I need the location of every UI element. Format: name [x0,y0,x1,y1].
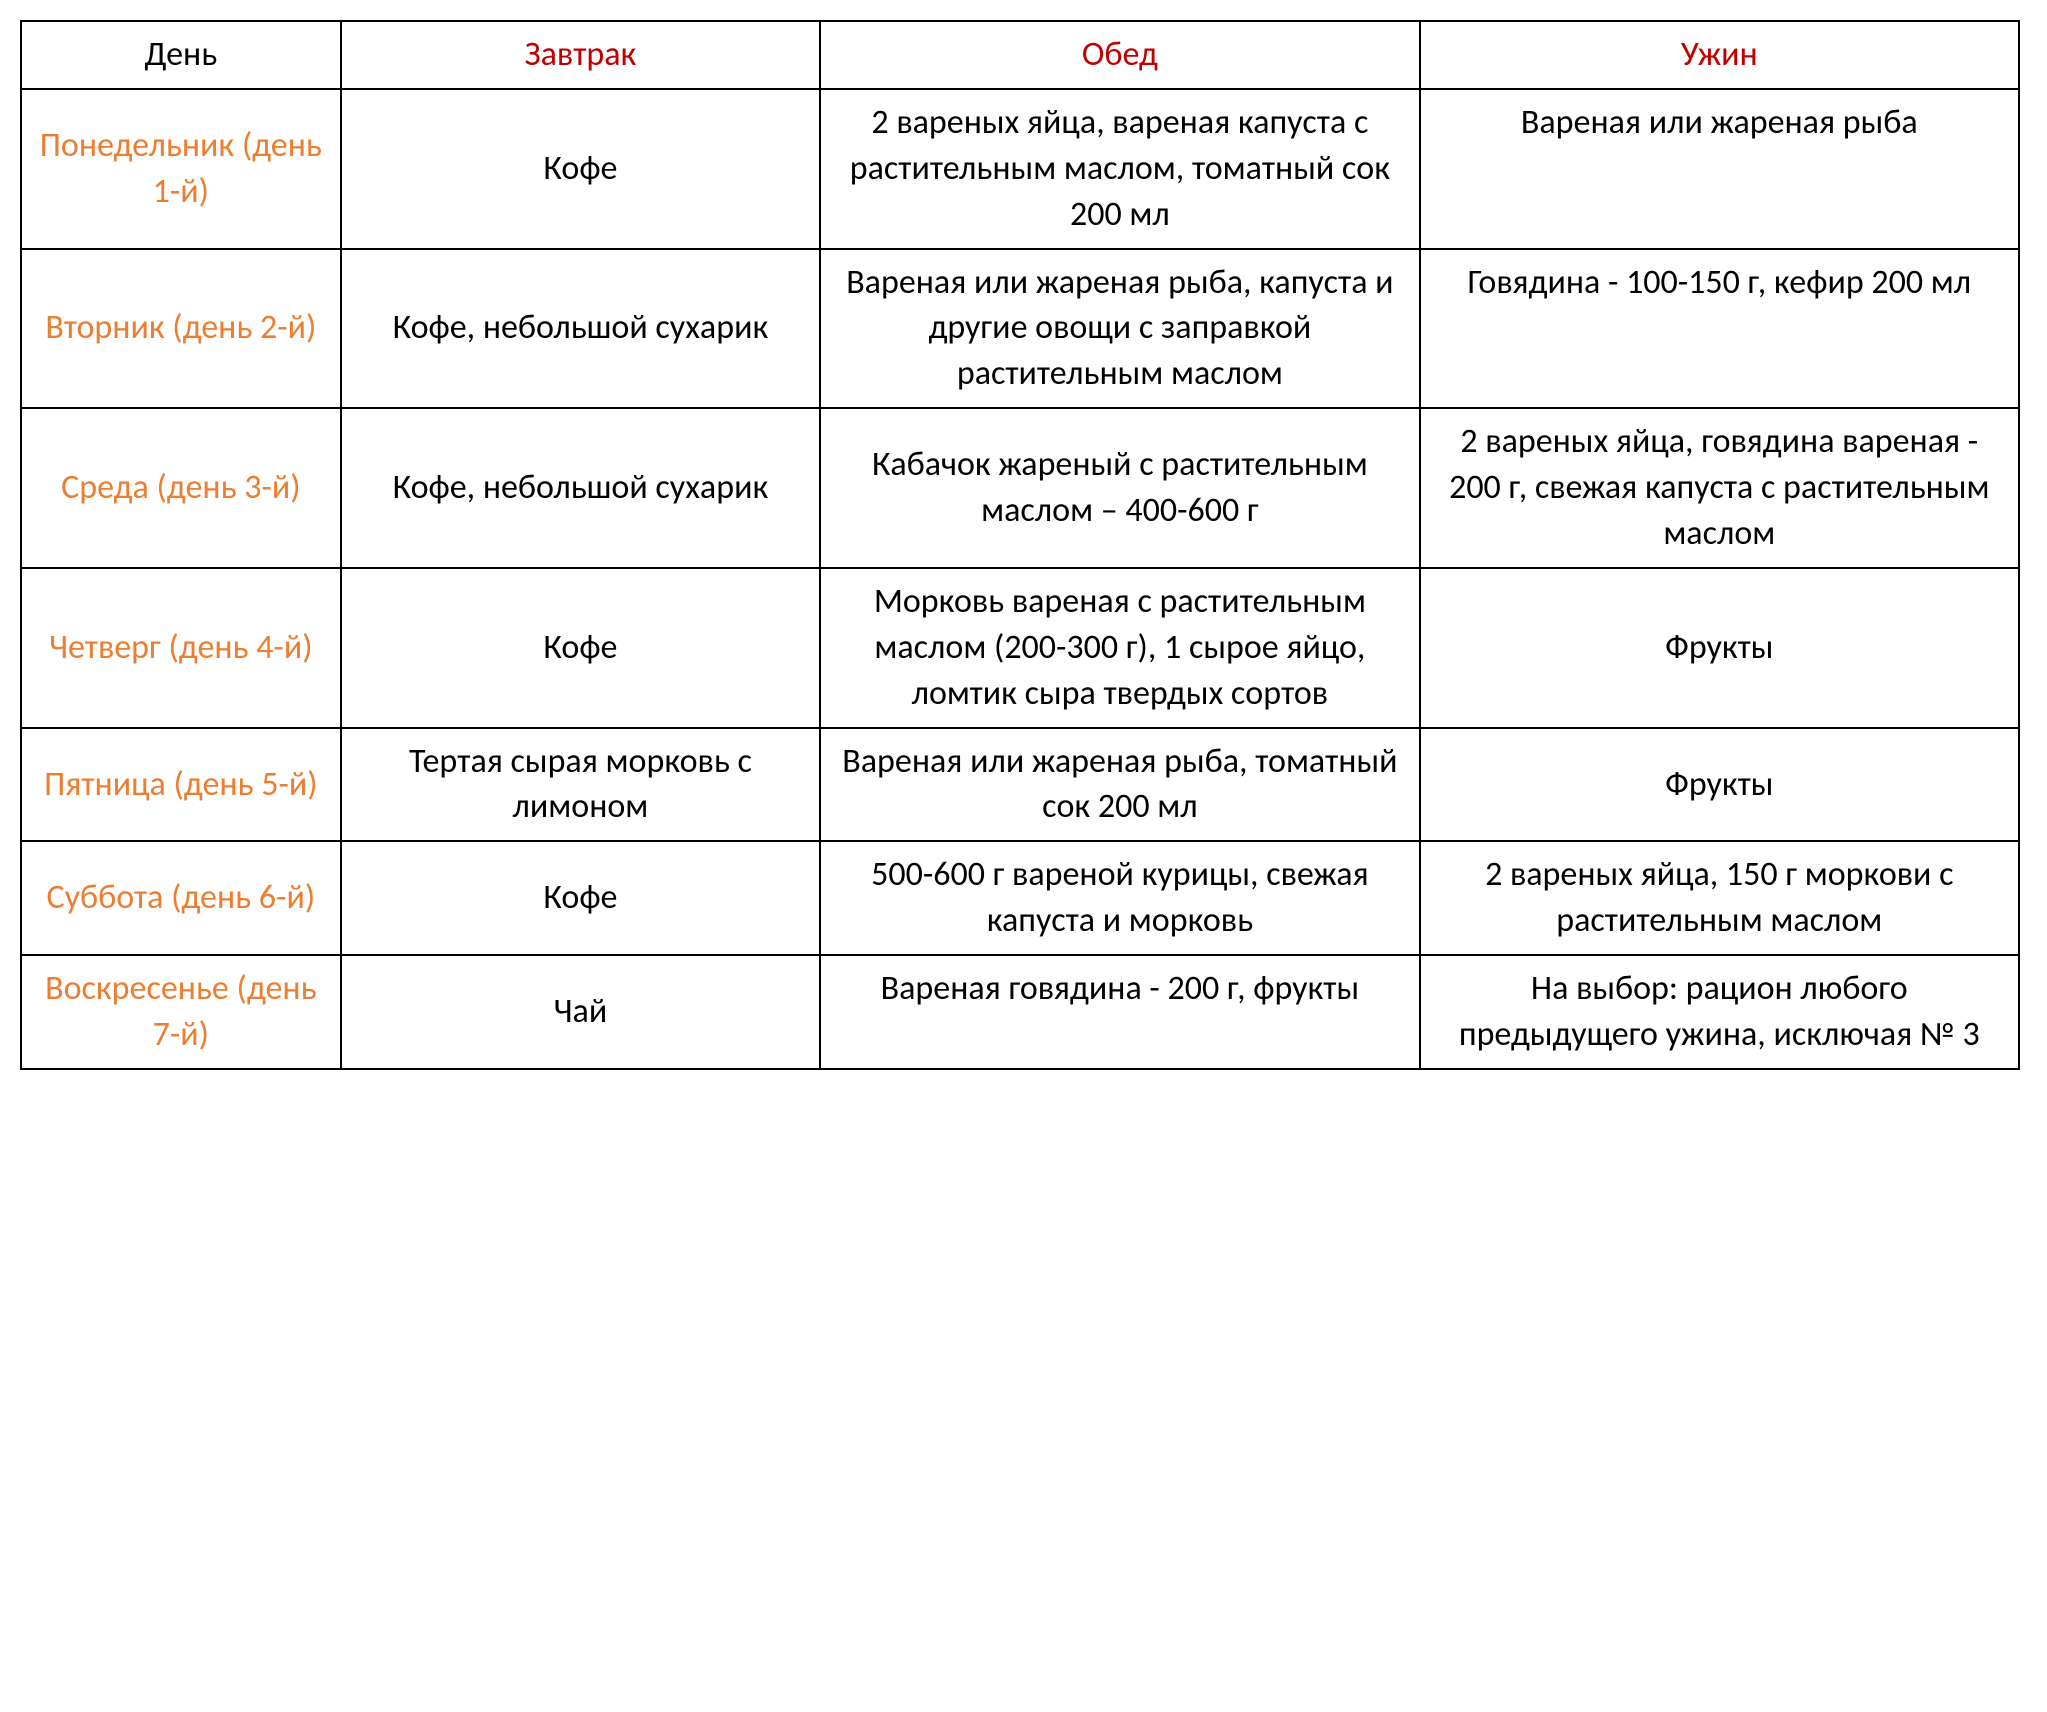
table-header-row: День Завтрак Обед Ужин [21,21,2019,89]
breakfast-cell: Кофе, небольшой сухарик [341,249,821,409]
table-row: Среда (день 3-й) Кофе, небольшой сухарик… [21,408,2019,568]
lunch-cell: Вареная или жареная рыба, томатный сок 2… [820,728,1419,842]
table-row: Понедельник (день 1-й) Кофе 2 вареных яй… [21,89,2019,249]
lunch-cell: Морковь вареная с растительным маслом (2… [820,568,1419,728]
col-header-breakfast: Завтрак [341,21,821,89]
day-cell: Среда (день 3-й) [21,408,341,568]
dinner-cell: На выбор: рацион любого предыдущего ужин… [1420,955,2019,1069]
day-cell: Понедельник (день 1-й) [21,89,341,249]
table-row: Пятница (день 5-й) Тертая сырая морковь … [21,728,2019,842]
lunch-cell: Кабачок жареный с растительным маслом – … [820,408,1419,568]
table-row: Суббота (день 6-й) Кофе 500-600 г варено… [21,841,2019,955]
dinner-cell: Фрукты [1420,568,2019,728]
day-cell: Вторник (день 2-й) [21,249,341,409]
lunch-cell: Вареная говядина - 200 г, фрукты [820,955,1419,1069]
col-header-lunch: Обед [820,21,1419,89]
table-row: Воскресенье (день 7-й) Чай Вареная говяд… [21,955,2019,1069]
lunch-cell: 2 вареных яйца, вареная капуста с растит… [820,89,1419,249]
day-cell: Суббота (день 6-й) [21,841,341,955]
lunch-cell: 500-600 г вареной курицы, свежая капуста… [820,841,1419,955]
col-header-day: День [21,21,341,89]
breakfast-cell: Кофе, небольшой сухарик [341,408,821,568]
breakfast-cell: Кофе [341,841,821,955]
day-cell: Четверг (день 4-й) [21,568,341,728]
breakfast-cell: Чай [341,955,821,1069]
dinner-cell: Фрукты [1420,728,2019,842]
lunch-cell: Вареная или жареная рыба, капуста и друг… [820,249,1419,409]
col-header-dinner: Ужин [1420,21,2019,89]
breakfast-cell: Тертая сырая морковь с лимоном [341,728,821,842]
dinner-cell: 2 вареных яйца, говядина вареная - 200 г… [1420,408,2019,568]
dinner-cell: Говядина - 100-150 г, кефир 200 мл [1420,249,2019,409]
breakfast-cell: Кофе [341,568,821,728]
dinner-cell: Вареная или жареная рыба [1420,89,2019,249]
diet-table: День Завтрак Обед Ужин Понедельник (день… [20,20,2020,1070]
breakfast-cell: Кофе [341,89,821,249]
table-row: Четверг (день 4-й) Кофе Морковь вареная … [21,568,2019,728]
table-row: Вторник (день 2-й) Кофе, небольшой сухар… [21,249,2019,409]
day-cell: Воскресенье (день 7-й) [21,955,341,1069]
dinner-cell: 2 вареных яйца, 150 г моркови с растител… [1420,841,2019,955]
day-cell: Пятница (день 5-й) [21,728,341,842]
